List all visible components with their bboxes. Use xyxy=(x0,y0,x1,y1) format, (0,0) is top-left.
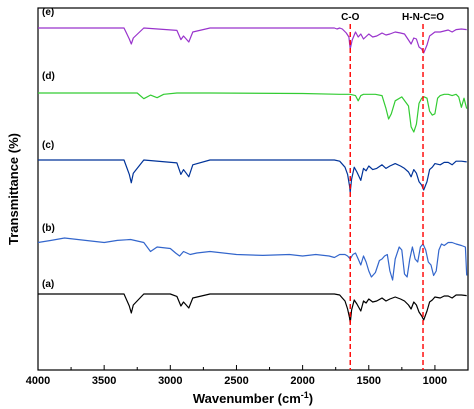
x-tick-label-1000: 1000 xyxy=(423,375,447,387)
x-axis-ticks: 4000 3500 3000 2500 2000 1500 1000 xyxy=(26,365,447,387)
trace-e-line xyxy=(38,27,467,54)
annotation-label-0: C-O xyxy=(341,12,360,23)
trace-e-label: (e) xyxy=(42,7,54,18)
y-axis-title: Transmittance (%) xyxy=(6,133,21,245)
x-tick-label-2500: 2500 xyxy=(224,375,248,387)
trace-a-line xyxy=(38,293,467,324)
x-tick-label-2000: 2000 xyxy=(290,375,314,387)
trace-d-line xyxy=(38,92,468,133)
trace-c-line xyxy=(38,159,467,193)
traces-group: (e) (d) (c) (b) (a) xyxy=(37,7,468,324)
trace-b-line xyxy=(37,237,468,281)
trace-b-label: (b) xyxy=(42,223,55,234)
annotation-label-1: H-N-C=O xyxy=(402,12,444,23)
annotations-group: C-O H-N-C=O xyxy=(341,12,444,370)
x-tick-label-3000: 3000 xyxy=(158,375,182,387)
x-tick-label-3500: 3500 xyxy=(92,375,116,387)
trace-c-label: (c) xyxy=(42,140,54,151)
x-tick-label-1500: 1500 xyxy=(357,375,381,387)
plot-frame xyxy=(37,7,469,371)
x-tick-label-4000: 4000 xyxy=(26,375,50,387)
x-axis-title: Wavenumber (cm-1) xyxy=(193,390,313,406)
trace-d-label: (d) xyxy=(42,71,55,82)
trace-a-label: (a) xyxy=(42,279,54,290)
